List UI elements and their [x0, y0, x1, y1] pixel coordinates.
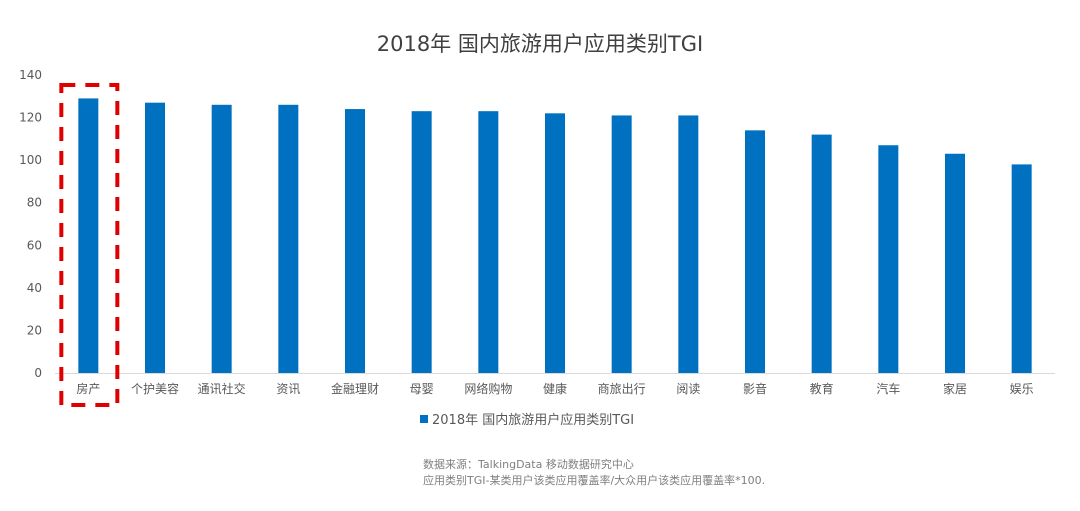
legend: 2018年 国内旅游用户应用类别TGI: [420, 409, 634, 428]
x-tick-label: 汽车: [876, 381, 900, 396]
x-tick-label: 网络购物: [464, 381, 512, 396]
x-tick-label: 个护美容: [131, 381, 179, 396]
x-tick-label: 阅读: [676, 382, 700, 396]
x-tick-label: 健康: [543, 381, 567, 396]
bar-金融理财: [345, 109, 365, 374]
bar-资讯: [278, 104, 299, 374]
y-tick-label: 40: [27, 281, 42, 295]
y-tick-label: 140: [19, 68, 42, 82]
bar-通讯社交: [211, 104, 232, 374]
y-tick-label: 80: [27, 196, 42, 210]
definition-note: 应用类别TGI-某类用户该类应用覆盖率/大众用户该类应用覆盖率*100.: [423, 474, 766, 487]
bar-影音: [745, 130, 765, 373]
bar-汽车: [878, 145, 899, 373]
chart-title: 2018年 国内旅游用户应用类别TGI: [376, 32, 704, 56]
y-tick-label: 0: [34, 366, 42, 380]
bar-房产: [78, 98, 99, 374]
chart-notes: 数据来源：TalkingData 移动数据研究中心 应用类别TGI-某类用户该类…: [423, 457, 765, 489]
x-tick-label: 家居: [943, 381, 967, 396]
bar-娱乐: [1011, 164, 1032, 373]
y-tick-label: 20: [27, 323, 42, 337]
x-tick-label: 母婴: [410, 382, 434, 396]
x-tick-label: 娱乐: [1010, 382, 1034, 396]
x-tick-label: 通讯社交: [198, 381, 246, 396]
x-tick-label: 商旅出行: [598, 381, 646, 396]
y-tick-label: 60: [27, 238, 42, 252]
highlight-box: [59, 83, 120, 407]
y-tick-label: 100: [19, 153, 42, 167]
bar-母婴: [411, 111, 432, 373]
bar-健康: [545, 113, 565, 374]
y-tick-label: 120: [19, 111, 42, 125]
bar-网络购物: [478, 111, 499, 373]
legend-swatch: [420, 414, 428, 423]
bar-阅读: [678, 115, 699, 373]
x-tick-label: 资讯: [276, 382, 300, 396]
x-tick-label: 房产: [76, 381, 100, 396]
legend-label: 2018年 国内旅游用户应用类别TGI: [432, 413, 635, 428]
source-note: 数据来源：TalkingData 移动数据研究中心: [423, 458, 634, 471]
bar-商旅出行: [611, 115, 632, 373]
bar-教育: [811, 134, 832, 373]
x-tick-label: 影音: [743, 381, 767, 396]
x-tick-label: 教育: [810, 381, 834, 396]
x-tick-label: 金融理财: [331, 381, 379, 396]
bar-个护美容: [145, 102, 165, 374]
bar-家居: [945, 153, 965, 373]
